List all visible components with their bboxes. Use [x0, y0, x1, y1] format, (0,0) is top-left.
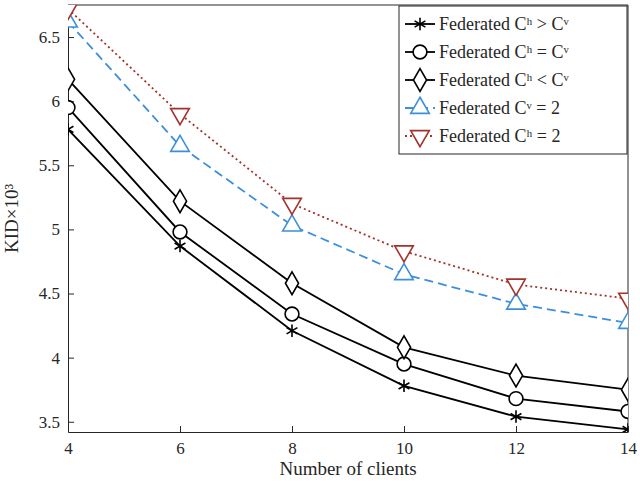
tick: 4: [52, 349, 75, 368]
series-line: [68, 129, 628, 429]
tick-label: 5.5: [39, 156, 60, 175]
series-marker: [173, 190, 186, 213]
tick: 12: [508, 426, 525, 458]
tick-mark: [404, 426, 405, 432]
tick-label: 14: [620, 439, 638, 458]
series-line: [68, 79, 628, 389]
tick-label: 10: [396, 439, 413, 458]
series-marker: [621, 378, 628, 401]
legend-marker: [411, 97, 430, 113]
tick-label: 4.5: [39, 284, 60, 303]
x-axis-title: Number of clients: [279, 458, 416, 479]
series-marker: [397, 336, 410, 359]
series-marker: [285, 272, 298, 295]
tick-label: 6.5: [39, 28, 60, 47]
tick-label: 3.5: [39, 413, 60, 432]
tick-mark: [68, 165, 74, 166]
tick: 4.5: [39, 284, 74, 303]
series-marker: [68, 5, 77, 20]
series-marker: [395, 246, 414, 262]
series-marker: [509, 392, 523, 406]
series-marker: [173, 225, 187, 239]
legend-label: Federated Cʰ > Cᵛ: [439, 14, 569, 34]
legend-label: Federated Cʰ = 2: [439, 126, 560, 146]
tick: 6: [176, 426, 185, 458]
legend-marker: [415, 18, 426, 31]
tick-mark: [68, 294, 74, 295]
tick-mark: [68, 37, 74, 38]
tick-mark: [180, 426, 181, 432]
legend-marker: [413, 45, 427, 59]
plot: 4681012143.544.555.566.5: [39, 3, 638, 458]
tick-mark: [68, 358, 74, 359]
chart: 4681012143.544.555.566.5Number of client…: [0, 0, 640, 497]
tick-label: 4: [52, 349, 61, 368]
tick-mark: [68, 229, 74, 230]
series-marker: [621, 405, 628, 419]
tick-label: 8: [288, 439, 297, 458]
frame: [628, 5, 629, 432]
series-marker: [175, 240, 186, 253]
tick-label: 12: [508, 439, 525, 458]
legend-label: Federated Cᵛ = 2: [439, 98, 560, 118]
series-marker: [283, 198, 302, 214]
series-marker: [68, 123, 73, 136]
series-marker: [395, 264, 414, 280]
legend: Federated Cʰ > Cᵛ Federated Cʰ = Cᵛ Federa…: [399, 6, 627, 154]
series-group: [68, 5, 628, 432]
legend-label: Federated Cʰ < Cᵛ: [439, 70, 569, 90]
series-marker: [623, 423, 628, 432]
tick: 8: [288, 426, 297, 458]
y-axis: 3.5 4 4.5 5 5.5 6 6.5: [39, 6, 74, 433]
series-marker: [509, 364, 522, 387]
tick-label: 6: [176, 439, 185, 458]
frame: [68, 5, 628, 6]
series-marker: [287, 324, 298, 337]
series-marker: [285, 307, 299, 321]
tick: 5: [52, 220, 75, 239]
tick: 10: [396, 426, 413, 458]
tick-mark: [516, 426, 517, 432]
tick: 5.5: [39, 156, 74, 175]
y-axis-title: KID×10³: [1, 184, 22, 253]
series-marker: [619, 293, 628, 309]
series-marker: [283, 215, 302, 231]
series-marker: [619, 312, 628, 328]
legend-marker: [413, 69, 426, 92]
axis-line: [69, 432, 629, 433]
series-marker: [171, 109, 190, 125]
tick-mark: [292, 426, 293, 432]
legend-box: [399, 6, 627, 154]
series-marker: [507, 279, 526, 295]
tick: 14: [620, 426, 638, 458]
tick: 6.5: [39, 28, 74, 47]
x-axis: 4 6 8 10 12 14: [64, 426, 637, 458]
tick-label: 6: [52, 92, 61, 111]
legend-marker: [411, 131, 430, 147]
tick: 3.5: [39, 413, 74, 432]
series-marker: [171, 135, 190, 151]
series-marker: [399, 380, 410, 393]
series-marker: [511, 410, 522, 423]
series-marker: [68, 68, 75, 91]
tick-mark: [68, 422, 74, 423]
legend-label: Federated Cʰ = Cᵛ: [439, 42, 569, 62]
tick-label: 5: [52, 220, 61, 239]
tick-label: 4: [64, 439, 73, 458]
series-marker: [68, 101, 75, 115]
